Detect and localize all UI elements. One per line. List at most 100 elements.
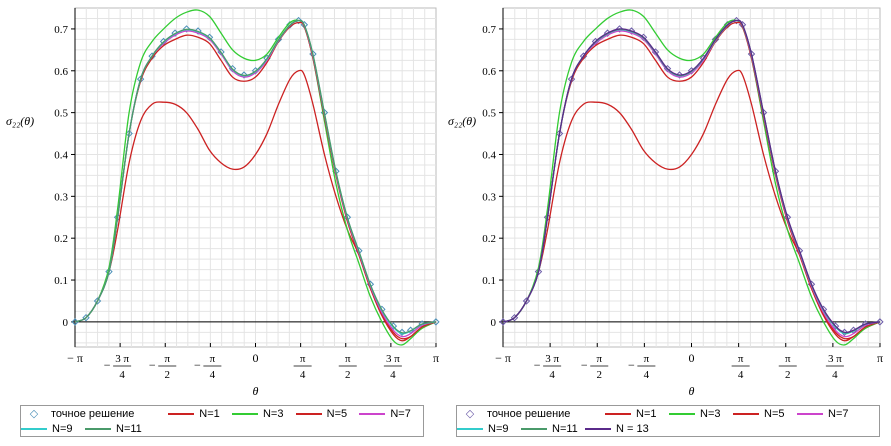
y-tick-label: 0 — [63, 317, 69, 329]
y-tick-label: 0.6 — [482, 66, 496, 78]
x-tick-denominator: 4 — [119, 369, 125, 381]
x-tick-numerator: π — [738, 353, 744, 365]
x-tick-numerator: π — [300, 353, 306, 365]
left-chart: 00.10.20.30.40.50.60.7− π −3 π4− π2− π40 π4π… — [6, 7, 440, 398]
legend-item: N = 13 — [585, 423, 649, 435]
legend-label: точное решение — [51, 407, 135, 420]
legend-line-swatch — [457, 427, 483, 430]
legend-label: N=1 — [636, 407, 657, 420]
data-point — [522, 297, 531, 305]
legend-item: ◇ точное решение — [457, 407, 605, 421]
x-tick-sign: − — [534, 358, 541, 372]
y-axis-label: σ₂₂(θ) — [6, 114, 34, 128]
x-tick-label: − π 2 — [581, 353, 609, 381]
x-tick-sign: − — [581, 358, 588, 372]
legend-line-swatch — [295, 412, 322, 415]
y-tick-label: 0.2 — [482, 233, 496, 245]
legend-item: N=11 — [85, 423, 149, 435]
legend-diamond-marker: ◇ — [465, 408, 475, 420]
legend-item: N=9 — [457, 423, 521, 435]
legend-item: N=9 — [21, 423, 85, 435]
legend-label: N=1 — [199, 407, 220, 420]
x-tick-denominator: 2 — [785, 369, 791, 381]
x-tick-label: 3 π4 — [825, 353, 844, 381]
legend-item: N=3 — [231, 408, 296, 420]
legend-label: точное решение — [487, 407, 571, 420]
y-tick-label: 0.5 — [482, 108, 496, 120]
x-tick-label: 0 — [689, 351, 695, 365]
x-tick-label: − π 4 — [628, 353, 656, 381]
legend-item: N=7 — [359, 408, 423, 420]
series-line-n3 — [74, 9, 437, 346]
x-tick-denominator: 2 — [345, 369, 351, 381]
legend-label: N=3 — [700, 407, 721, 420]
x-tick-sign: − — [194, 358, 201, 372]
x-tick-label: π2 — [778, 353, 797, 381]
right-legend: ◇ точное решение N=1 N=3 N=5 N=7 N=9 N=11 N = 13 — [456, 405, 880, 437]
legend-item: N=5 — [295, 407, 360, 420]
legend-line-swatch — [733, 412, 759, 415]
x-tick-denominator: 4 — [300, 369, 306, 381]
legend-label: N=11 — [116, 422, 142, 435]
legend-line-swatch — [605, 412, 631, 415]
left-plot-panel: 0 0.1 0.2 0.3 0.4 0.5 0.6 0.7− π −3 π 4− π 2− π 4 0 π 4 π… — [0, 0, 445, 446]
legend-row: ◇ точное решение N=1 N=3 N=5 N=7 — [21, 406, 423, 421]
legend-line-swatch — [359, 412, 386, 415]
x-tick-label: − π 2 — [149, 353, 177, 381]
x-tick-numerator: π — [785, 353, 791, 365]
x-tick-numerator: π — [164, 353, 170, 365]
series-line-n3 — [502, 9, 881, 346]
y-tick-label: 0.1 — [482, 275, 496, 287]
legend-row: ◇ точное решение N=1 N=3 N=5 N=7 — [457, 406, 879, 421]
right-chart: 00.10.20.30.40.50.60.7− π −3 π4− π2− π40 π4π… — [448, 7, 884, 398]
x-tick-numerator: 3 π — [386, 353, 400, 365]
x-tick-label: 3 π4 — [383, 353, 402, 381]
legend-item: N=1 — [168, 408, 232, 420]
data-point — [93, 297, 102, 305]
x-tick-sign: − — [149, 358, 156, 372]
data-point — [82, 313, 90, 322]
series-line-n13 — [502, 19, 880, 334]
x-tick-label: −3 π 4 — [104, 353, 132, 381]
x-tick-numerator: π — [210, 353, 216, 365]
legend-item: N=3 — [669, 408, 733, 420]
legend-label: N = 13 — [616, 422, 649, 435]
series-line-n11 — [74, 19, 437, 334]
legend-row: N=9 N=11 N = 13 — [457, 421, 879, 436]
grid-horizontal — [503, 17, 880, 344]
x-tick-sign: − — [104, 358, 111, 372]
x-tick-label: π — [433, 351, 439, 365]
legend-item: N=1 — [605, 408, 669, 420]
y-tick-label: 0.2 — [54, 233, 68, 245]
x-tick-numerator: 3 π — [545, 353, 559, 365]
x-tick-denominator: 4 — [738, 369, 744, 381]
x-tick-label: π2 — [338, 353, 357, 381]
x-tick-denominator: 4 — [210, 369, 216, 381]
data-point — [432, 318, 440, 326]
x-tick-denominator: 4 — [644, 369, 650, 381]
x-axis-label: θ — [253, 384, 259, 398]
legend-line-swatch — [231, 412, 258, 415]
x-tick-denominator: 4 — [832, 369, 838, 381]
legend-item: N=7 — [797, 408, 861, 420]
y-tick-label: 0.4 — [482, 149, 496, 161]
legend-line-swatch — [168, 412, 195, 415]
x-axis-label: θ — [689, 384, 695, 398]
y-tick-label: 0.7 — [54, 24, 68, 36]
legend-label: N=5 — [326, 407, 348, 420]
legend-line-swatch — [669, 412, 695, 415]
legend-item: N=5 — [733, 408, 797, 420]
x-tick-label: π4 — [293, 353, 312, 381]
x-tick-label: −3 π 4 — [534, 353, 562, 381]
data-point — [876, 318, 884, 326]
data-point — [615, 25, 624, 33]
x-tick-label: π4 — [731, 353, 750, 381]
x-tick-numerator: π — [596, 353, 602, 365]
right-plot-panel: 0 0.1 0.2 0.3 0.4 0.5 0.6 0.7− π −3 π 4− π 2− π 4 0 π 4 π… — [446, 0, 891, 446]
y-tick-label: 0.3 — [54, 191, 68, 203]
y-axis-label: σ₂₂(θ) — [448, 114, 476, 128]
x-tick-label: − π — [495, 351, 511, 365]
legend-label: N=11 — [552, 422, 578, 435]
x-tick-label: − π 4 — [194, 353, 222, 381]
data-point — [240, 71, 248, 79]
